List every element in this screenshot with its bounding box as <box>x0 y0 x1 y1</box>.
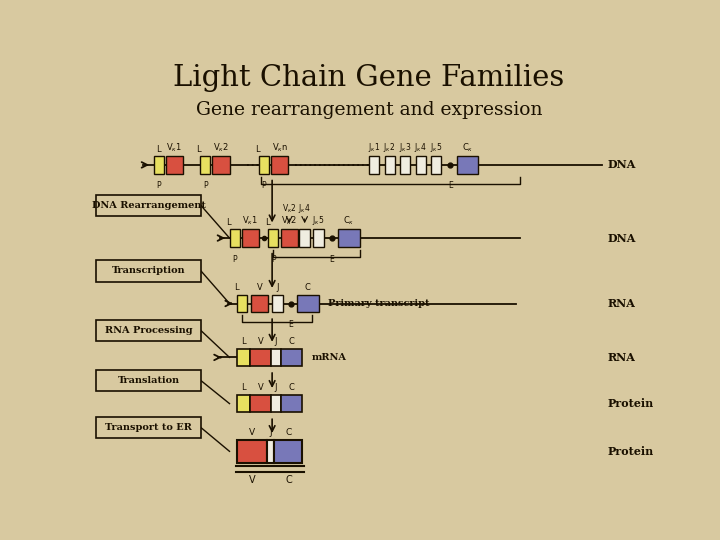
Text: J$_\kappa$5: J$_\kappa$5 <box>430 141 442 154</box>
FancyBboxPatch shape <box>230 229 240 247</box>
Text: mRNA: mRNA <box>312 353 346 362</box>
Text: P: P <box>261 181 266 191</box>
Text: V: V <box>258 383 264 393</box>
Text: P: P <box>203 181 207 191</box>
Text: RNA Processing: RNA Processing <box>104 326 192 335</box>
FancyBboxPatch shape <box>238 440 266 463</box>
Text: V$_\kappa$n: V$_\kappa$n <box>272 141 288 154</box>
Text: V: V <box>249 428 255 437</box>
FancyBboxPatch shape <box>96 260 201 281</box>
Text: E: E <box>330 254 334 264</box>
Text: DNA: DNA <box>608 159 636 171</box>
FancyBboxPatch shape <box>238 295 248 312</box>
Text: DNA Rearrangement: DNA Rearrangement <box>91 201 205 210</box>
FancyBboxPatch shape <box>251 295 269 312</box>
Text: P: P <box>271 254 276 264</box>
Text: J$_\kappa$1: J$_\kappa$1 <box>368 141 380 154</box>
FancyBboxPatch shape <box>250 395 271 413</box>
FancyBboxPatch shape <box>259 156 269 174</box>
Text: Light Chain Gene Families: Light Chain Gene Families <box>174 64 564 92</box>
Text: RNA: RNA <box>608 298 636 309</box>
Text: DNA: DNA <box>608 233 636 244</box>
FancyBboxPatch shape <box>272 295 283 312</box>
Text: J: J <box>275 338 277 346</box>
FancyBboxPatch shape <box>271 395 281 413</box>
Text: V: V <box>248 475 256 485</box>
Text: J: J <box>276 284 279 292</box>
FancyBboxPatch shape <box>281 229 297 247</box>
Text: L: L <box>226 218 230 227</box>
FancyBboxPatch shape <box>250 348 271 366</box>
FancyBboxPatch shape <box>271 348 281 366</box>
Text: J$_\kappa$3: J$_\kappa$3 <box>399 141 411 154</box>
FancyBboxPatch shape <box>456 156 478 174</box>
Text: C: C <box>305 284 311 292</box>
Text: L: L <box>241 383 246 393</box>
FancyBboxPatch shape <box>96 194 201 216</box>
Text: L: L <box>265 218 269 227</box>
FancyBboxPatch shape <box>384 156 395 174</box>
FancyBboxPatch shape <box>96 370 201 392</box>
FancyBboxPatch shape <box>431 156 441 174</box>
Text: Translation: Translation <box>117 376 179 385</box>
Text: Transport to ER: Transport to ER <box>105 423 192 432</box>
Text: J$_\kappa$2: J$_\kappa$2 <box>384 141 395 154</box>
FancyBboxPatch shape <box>271 156 289 174</box>
FancyBboxPatch shape <box>415 156 426 174</box>
FancyBboxPatch shape <box>369 156 379 174</box>
Text: J$_\kappa$4: J$_\kappa$4 <box>298 202 311 215</box>
FancyBboxPatch shape <box>96 320 201 341</box>
Text: V$_\kappa$2: V$_\kappa$2 <box>282 214 297 227</box>
Text: C$_\kappa$: C$_\kappa$ <box>343 214 354 227</box>
Text: L: L <box>156 145 161 154</box>
FancyBboxPatch shape <box>166 156 183 174</box>
Text: P: P <box>156 181 161 191</box>
FancyBboxPatch shape <box>300 229 310 247</box>
Text: J: J <box>275 383 277 393</box>
Text: E: E <box>448 181 453 191</box>
FancyBboxPatch shape <box>297 295 319 312</box>
Text: C: C <box>289 383 294 393</box>
Text: Protein: Protein <box>608 398 654 409</box>
Text: V: V <box>258 338 264 346</box>
FancyBboxPatch shape <box>313 229 324 247</box>
Text: V: V <box>257 284 263 292</box>
Text: L: L <box>197 145 201 154</box>
FancyBboxPatch shape <box>153 156 163 174</box>
Text: Transcription: Transcription <box>112 266 185 275</box>
Text: L: L <box>241 338 246 346</box>
Text: J$_\kappa$4: J$_\kappa$4 <box>414 141 427 154</box>
Text: Primary transcript: Primary transcript <box>328 299 429 308</box>
Text: L: L <box>256 145 260 154</box>
FancyBboxPatch shape <box>281 395 302 413</box>
FancyBboxPatch shape <box>212 156 230 174</box>
FancyBboxPatch shape <box>96 417 201 438</box>
Text: V$_\kappa$1: V$_\kappa$1 <box>166 141 182 154</box>
FancyBboxPatch shape <box>238 395 250 413</box>
Text: J$_\kappa$5: J$_\kappa$5 <box>312 214 325 227</box>
FancyBboxPatch shape <box>338 229 360 247</box>
FancyBboxPatch shape <box>238 348 250 366</box>
Text: V$_\kappa$2: V$_\kappa$2 <box>213 141 229 154</box>
Text: Protein: Protein <box>608 446 654 457</box>
FancyBboxPatch shape <box>269 229 279 247</box>
Text: Gene rearrangement and expression: Gene rearrangement and expression <box>196 100 542 119</box>
FancyBboxPatch shape <box>274 440 302 463</box>
Text: V$_\kappa$1: V$_\kappa$1 <box>243 214 258 227</box>
Text: E: E <box>288 320 293 329</box>
FancyBboxPatch shape <box>266 440 274 463</box>
Text: J: J <box>269 428 272 437</box>
Text: C: C <box>289 338 294 346</box>
Text: RNA: RNA <box>608 352 636 363</box>
Text: C$_\kappa$: C$_\kappa$ <box>462 141 473 154</box>
Text: L: L <box>234 284 238 292</box>
FancyBboxPatch shape <box>242 229 259 247</box>
FancyBboxPatch shape <box>400 156 410 174</box>
Text: C: C <box>285 475 292 485</box>
FancyBboxPatch shape <box>200 156 210 174</box>
Text: P: P <box>233 254 237 264</box>
Text: C: C <box>285 428 292 437</box>
Text: V$_\kappa$2: V$_\kappa$2 <box>282 203 297 215</box>
FancyBboxPatch shape <box>281 348 302 366</box>
